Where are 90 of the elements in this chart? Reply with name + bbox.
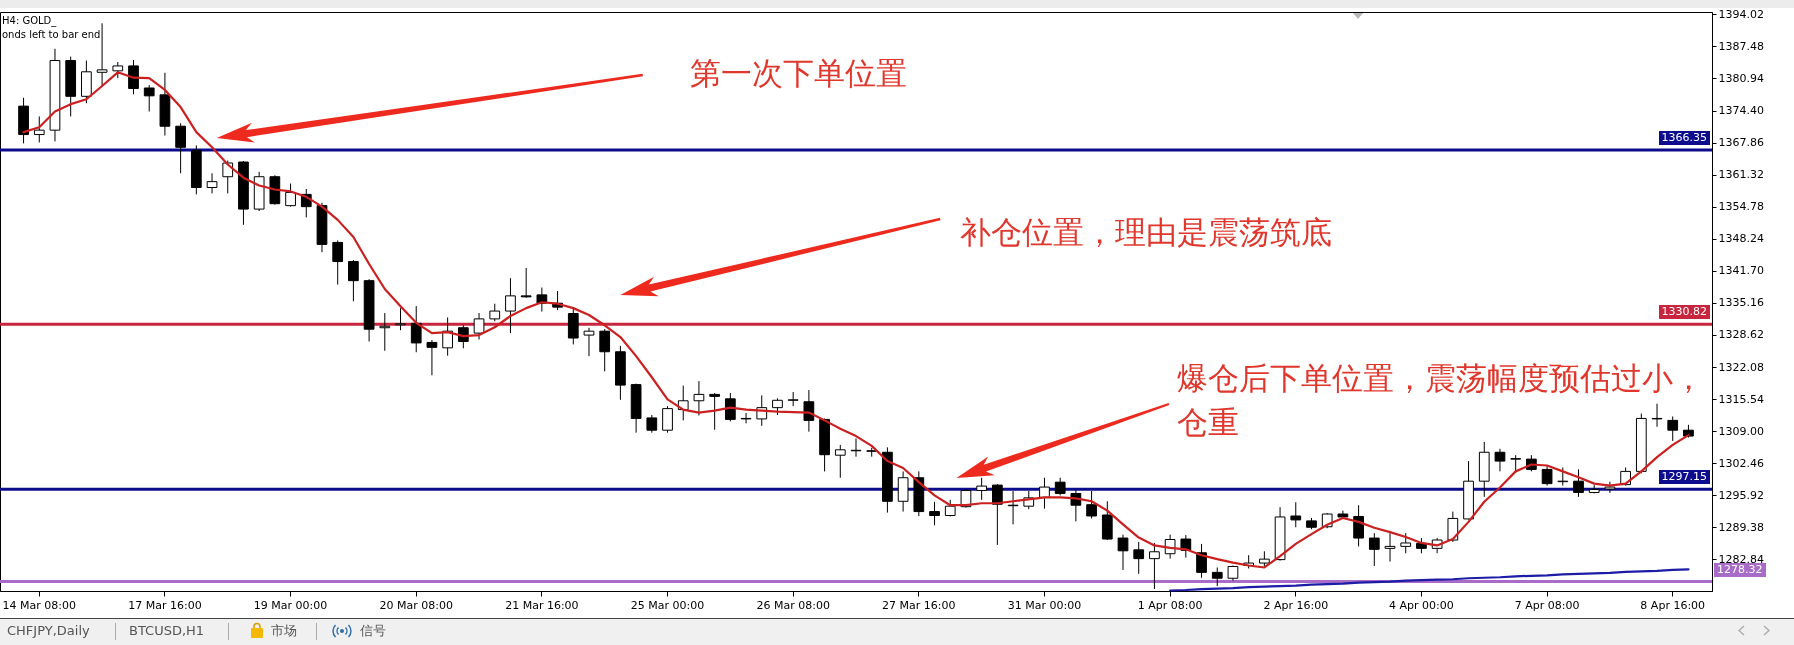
y-tick-label: 1380.94 xyxy=(1718,71,1764,85)
candlestick xyxy=(1384,532,1396,563)
y-tick-label: 1322.08 xyxy=(1718,360,1764,374)
ref-line-label: 1278.32 xyxy=(1714,562,1766,577)
x-tick-label: 2 Apr 16:00 xyxy=(1263,598,1329,612)
candlestick xyxy=(1573,468,1584,498)
candlestick xyxy=(897,470,909,513)
y-tick-label: 1309.00 xyxy=(1718,424,1764,438)
candlestick xyxy=(410,305,422,353)
candlestick xyxy=(599,328,611,372)
candlestick xyxy=(426,339,438,376)
candlestick xyxy=(143,84,155,113)
x-tick-label: 21 Mar 16:00 xyxy=(505,598,579,612)
candlestick xyxy=(1039,477,1050,510)
y-tick-label: 1289.38 xyxy=(1718,520,1764,534)
candlestick xyxy=(520,267,532,299)
y-tick-label: 1302.46 xyxy=(1718,456,1764,470)
line-series xyxy=(1169,568,1690,592)
y-tick-label: 1387.48 xyxy=(1718,39,1764,53)
text: CHFJPY,Daily xyxy=(7,622,90,639)
candlestick xyxy=(505,277,516,334)
candlestick xyxy=(473,312,485,340)
x-tick-label: 26 Mar 08:00 xyxy=(756,598,830,612)
candlestick xyxy=(1117,534,1129,571)
x-tick-label: 27 Mar 16:00 xyxy=(882,598,956,612)
y-tick-label: 1295.92 xyxy=(1718,488,1764,502)
x-tick-label: 17 Mar 16:00 xyxy=(128,598,202,612)
candlestick xyxy=(1149,542,1160,590)
x-tick-label: 20 Mar 08:00 xyxy=(379,598,453,612)
candlestick xyxy=(724,392,736,422)
candlestick xyxy=(709,392,721,431)
candlestick xyxy=(395,307,406,331)
candlestick xyxy=(128,59,139,95)
candlestick xyxy=(740,412,752,424)
candlestick xyxy=(1290,501,1302,528)
candlestick xyxy=(1368,532,1380,567)
candlestick xyxy=(1447,511,1459,543)
candlestick xyxy=(1541,464,1553,487)
x-tick-label: 19 Mar 00:00 xyxy=(253,598,328,612)
y-tick-label: 1361.32 xyxy=(1718,168,1764,182)
candlestick xyxy=(1180,534,1192,559)
candlestick xyxy=(583,327,595,357)
candlestick xyxy=(662,405,673,434)
candlestick xyxy=(1400,532,1412,554)
y-tick-label: 1394.02 xyxy=(1718,7,1764,21)
candlestick xyxy=(1211,566,1223,587)
candlestick xyxy=(348,259,359,302)
candlestick xyxy=(1494,448,1506,472)
candlestick xyxy=(834,444,846,479)
candlestick xyxy=(175,122,186,174)
ref-line-label: 1297.15 xyxy=(1658,470,1710,485)
text: onds left to bar end xyxy=(2,28,101,41)
annotation: 爆仓后下单位置，震荡幅度预估过小，仓重 xyxy=(1176,359,1705,442)
x-tick-label: 25 Mar 00:00 xyxy=(630,598,705,612)
candlestick xyxy=(33,115,45,143)
candlestick xyxy=(206,172,218,194)
x-tick-label: 1 Apr 08:00 xyxy=(1137,598,1203,612)
y-tick-label: 1374.40 xyxy=(1718,104,1764,118)
candlestick xyxy=(1651,403,1663,428)
candlestick xyxy=(332,239,344,286)
y-tick-label: 1341.70 xyxy=(1718,264,1764,278)
candlestick xyxy=(976,477,988,501)
y-tick-label: 1367.86 xyxy=(1718,136,1764,150)
annotation: 补仓位置，理由是震荡筑底 xyxy=(959,213,1332,252)
y-tick-label: 1328.62 xyxy=(1718,328,1764,342)
x-tick-label: 7 Apr 08:00 xyxy=(1514,598,1580,612)
y-tick-label: 1348.24 xyxy=(1718,232,1764,246)
candlestick xyxy=(991,483,1003,546)
x-tick-label: 4 Apr 00:00 xyxy=(1389,598,1454,612)
x-tick-label: 14 Mar 08:00 xyxy=(2,598,76,612)
candlestick xyxy=(1196,543,1207,579)
text: 市场 xyxy=(271,622,297,639)
candlestick xyxy=(1133,541,1145,575)
text: 信号 xyxy=(360,622,386,639)
candlestick xyxy=(1086,490,1097,519)
annotation: 第一次下单位置 xyxy=(689,54,907,93)
y-tick-label: 1354.78 xyxy=(1718,200,1764,214)
y-tick-label: 1315.54 xyxy=(1718,392,1764,406)
candlestick xyxy=(1667,415,1679,442)
x-tick-label: 31 Mar 00:00 xyxy=(1007,598,1082,612)
candlestick xyxy=(1604,481,1616,494)
ref-line-label: 1366.35 xyxy=(1658,131,1710,145)
chart-title: H4: GOLD_ xyxy=(2,14,57,27)
candlestick xyxy=(693,380,705,416)
y-tick-label: 1335.16 xyxy=(1718,296,1764,310)
text: BTCUSD,H1 xyxy=(129,622,205,639)
candlestick xyxy=(929,501,940,526)
x-tick-label: 8 Apr 16:00 xyxy=(1640,598,1706,612)
ref-line-label: 1330.82 xyxy=(1658,305,1710,320)
candlestick xyxy=(1353,504,1364,547)
